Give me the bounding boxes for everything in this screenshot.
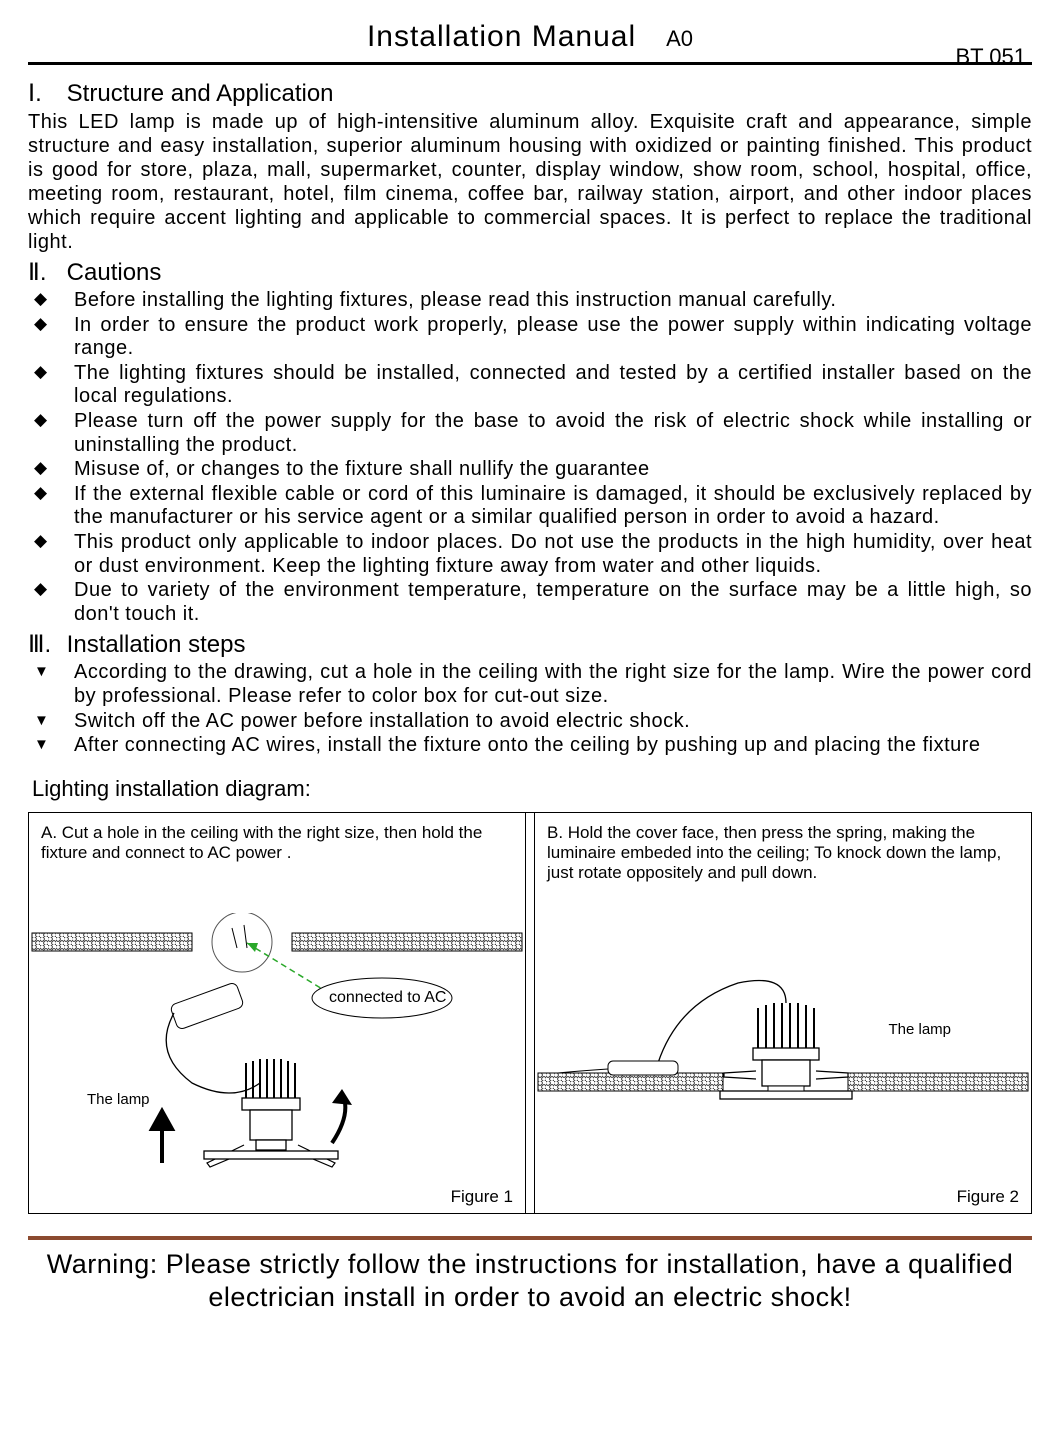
figure2-label: Figure 2 bbox=[957, 1187, 1019, 1207]
section1-title: Ⅰ. Structure and Application bbox=[28, 79, 1032, 108]
list-item: Misuse of, or changes to the fixture sha… bbox=[28, 458, 1032, 482]
section2-num: Ⅱ. bbox=[28, 258, 60, 287]
panel-b-svg: The lamp bbox=[535, 913, 1031, 1183]
list-item: If the external flexible cable or cord o… bbox=[28, 483, 1032, 530]
section3-num: Ⅲ. bbox=[28, 630, 60, 659]
section2-heading: Cautions bbox=[67, 259, 162, 286]
lamp-label-a: The lamp bbox=[87, 1091, 150, 1108]
steps-list: According to the drawing, cut a hole in … bbox=[28, 661, 1032, 757]
diagram-row: A. Cut a hole in the ceiling with the ri… bbox=[28, 812, 1032, 1214]
section1-heading: Structure and Application bbox=[67, 80, 334, 107]
doc-title: Installation Manual bbox=[367, 20, 636, 54]
section1-num: Ⅰ. bbox=[28, 79, 60, 108]
list-item: After connecting AC wires, install the f… bbox=[28, 734, 1032, 758]
bottom-divider bbox=[28, 1236, 1032, 1240]
lamp-label-b: The lamp bbox=[888, 1021, 951, 1038]
section3-title: Ⅲ. Installation steps bbox=[28, 630, 1032, 659]
panel-b-caption: B. Hold the cover face, then press the s… bbox=[547, 823, 1019, 884]
top-divider bbox=[28, 62, 1032, 65]
diagram-panel-a: A. Cut a hole in the ceiling with the ri… bbox=[28, 813, 526, 1213]
diagram-title: Lighting installation diagram: bbox=[32, 776, 1032, 802]
section2-title: Ⅱ. Cautions bbox=[28, 258, 1032, 287]
cautions-list: Before installing the lighting fixtures,… bbox=[28, 289, 1032, 626]
figure1-label: Figure 1 bbox=[451, 1187, 513, 1207]
section1-body: This LED lamp is made up of high-intensi… bbox=[28, 110, 1032, 254]
list-item: Due to variety of the environment temper… bbox=[28, 579, 1032, 626]
panel-a-svg: The lamp connected to AC bbox=[29, 913, 525, 1183]
diagram-panel-b: B. Hold the cover face, then press the s… bbox=[534, 813, 1032, 1213]
list-item: Switch off the AC power before installat… bbox=[28, 710, 1032, 734]
section3-heading: Installation steps bbox=[67, 631, 246, 658]
doc-code: BT 051 bbox=[955, 44, 1026, 70]
list-item: The lighting fixtures should be installe… bbox=[28, 362, 1032, 409]
warning-text: Warning: Please strictly follow the inst… bbox=[28, 1246, 1032, 1318]
list-item: Before installing the lighting fixtures,… bbox=[28, 289, 1032, 313]
list-item: Please turn off the power supply for the… bbox=[28, 410, 1032, 457]
doc-rev: A0 bbox=[666, 26, 693, 52]
panel-a-caption: A. Cut a hole in the ceiling with the ri… bbox=[41, 823, 513, 864]
list-item: This product only applicable to indoor p… bbox=[28, 531, 1032, 578]
connected-ac-label: connected to AC bbox=[329, 989, 446, 1007]
list-item: According to the drawing, cut a hole in … bbox=[28, 661, 1032, 708]
page: Installation Manual A0 BT 051 Ⅰ. Structu… bbox=[0, 0, 1060, 1337]
header: Installation Manual A0 BT 051 bbox=[28, 20, 1032, 54]
list-item: In order to ensure the product work prop… bbox=[28, 314, 1032, 361]
